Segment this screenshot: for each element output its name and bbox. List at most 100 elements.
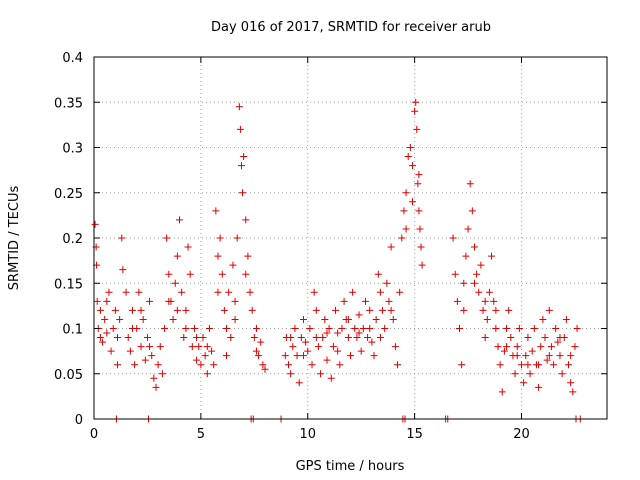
y-tick-label: 0.2 — [62, 232, 83, 247]
data-point — [416, 225, 424, 233]
data-point — [562, 315, 570, 323]
data-point — [169, 315, 177, 323]
data-point — [351, 325, 359, 332]
data-point — [105, 288, 113, 296]
data-point — [490, 297, 498, 305]
data-point — [233, 234, 241, 242]
data-point — [492, 306, 500, 314]
data-point — [481, 297, 489, 305]
data-point — [246, 288, 254, 296]
data-point — [368, 338, 376, 346]
data-point — [118, 234, 126, 242]
data-point — [567, 352, 575, 360]
data-point — [396, 288, 404, 296]
data-point — [513, 352, 521, 360]
y-axis-label: SRMTID / TECUs — [7, 186, 22, 291]
data-point — [565, 361, 573, 369]
data-point — [451, 270, 459, 278]
data-point — [165, 297, 173, 305]
data-point — [483, 315, 491, 323]
data-point — [252, 347, 260, 355]
data-point — [214, 252, 222, 260]
data-point — [135, 288, 143, 296]
data-point — [344, 315, 352, 323]
data-point — [468, 207, 476, 215]
data-point — [285, 361, 293, 369]
data-point — [103, 329, 111, 337]
data-point — [415, 171, 423, 179]
data-point — [259, 361, 267, 369]
data-point — [543, 356, 551, 364]
data-point — [148, 352, 156, 360]
chart-title: Day 016 of 2017, SRMTID for receiver aru… — [211, 20, 491, 35]
data-point — [334, 347, 342, 355]
data-point — [229, 261, 237, 269]
data-point — [237, 162, 245, 170]
data-point — [340, 297, 348, 305]
data-point — [460, 279, 468, 287]
data-point — [131, 361, 139, 369]
x-tick-label: 15 — [406, 427, 423, 442]
data-point — [250, 334, 258, 342]
data-point — [349, 288, 357, 296]
data-point — [460, 306, 468, 314]
data-point — [128, 306, 136, 314]
data-point — [357, 347, 365, 355]
data-point — [398, 234, 406, 242]
data-point — [146, 297, 154, 305]
data-point — [299, 315, 307, 323]
data-point — [503, 325, 511, 332]
data-point — [535, 361, 543, 369]
data-point — [310, 288, 318, 296]
data-point — [193, 334, 201, 342]
data-point — [220, 306, 228, 314]
data-point — [122, 288, 130, 296]
data-point — [418, 261, 426, 269]
data-point — [96, 306, 104, 314]
data-point — [319, 334, 327, 342]
data-point — [180, 334, 188, 342]
data-point — [257, 338, 265, 346]
data-point — [394, 361, 402, 369]
data-point — [556, 352, 564, 360]
data-point — [182, 306, 190, 314]
x-axis-label: GPS time / hours — [296, 459, 405, 474]
data-point — [524, 361, 532, 369]
data-point — [329, 343, 337, 351]
data-point — [456, 325, 464, 332]
data-point — [408, 198, 416, 206]
data-point — [231, 297, 239, 305]
data-point — [190, 325, 198, 332]
data-point — [569, 388, 577, 396]
data-point — [203, 343, 211, 351]
data-points — [91, 98, 584, 423]
data-point — [323, 356, 331, 364]
data-point — [223, 352, 231, 360]
data-point — [332, 306, 340, 314]
data-point — [402, 189, 410, 197]
data-point — [218, 270, 226, 278]
data-point — [541, 334, 549, 342]
data-point — [336, 361, 344, 369]
data-point — [91, 220, 99, 228]
data-point — [515, 325, 523, 332]
data-point — [458, 361, 466, 369]
data-point — [150, 374, 158, 382]
data-point — [173, 252, 181, 260]
data-point — [528, 347, 536, 355]
data-point — [103, 297, 111, 305]
data-point — [507, 334, 515, 342]
data-point — [240, 153, 248, 161]
data-point — [281, 352, 289, 360]
data-point — [173, 306, 181, 314]
data-point — [109, 325, 117, 332]
data-point — [391, 343, 399, 351]
data-point — [379, 306, 387, 314]
data-point — [182, 325, 190, 332]
data-point — [299, 352, 307, 360]
data-point — [338, 325, 346, 332]
data-point — [496, 361, 504, 369]
data-point — [184, 243, 192, 251]
x-tick-label: 5 — [197, 427, 205, 442]
data-point — [236, 125, 244, 133]
